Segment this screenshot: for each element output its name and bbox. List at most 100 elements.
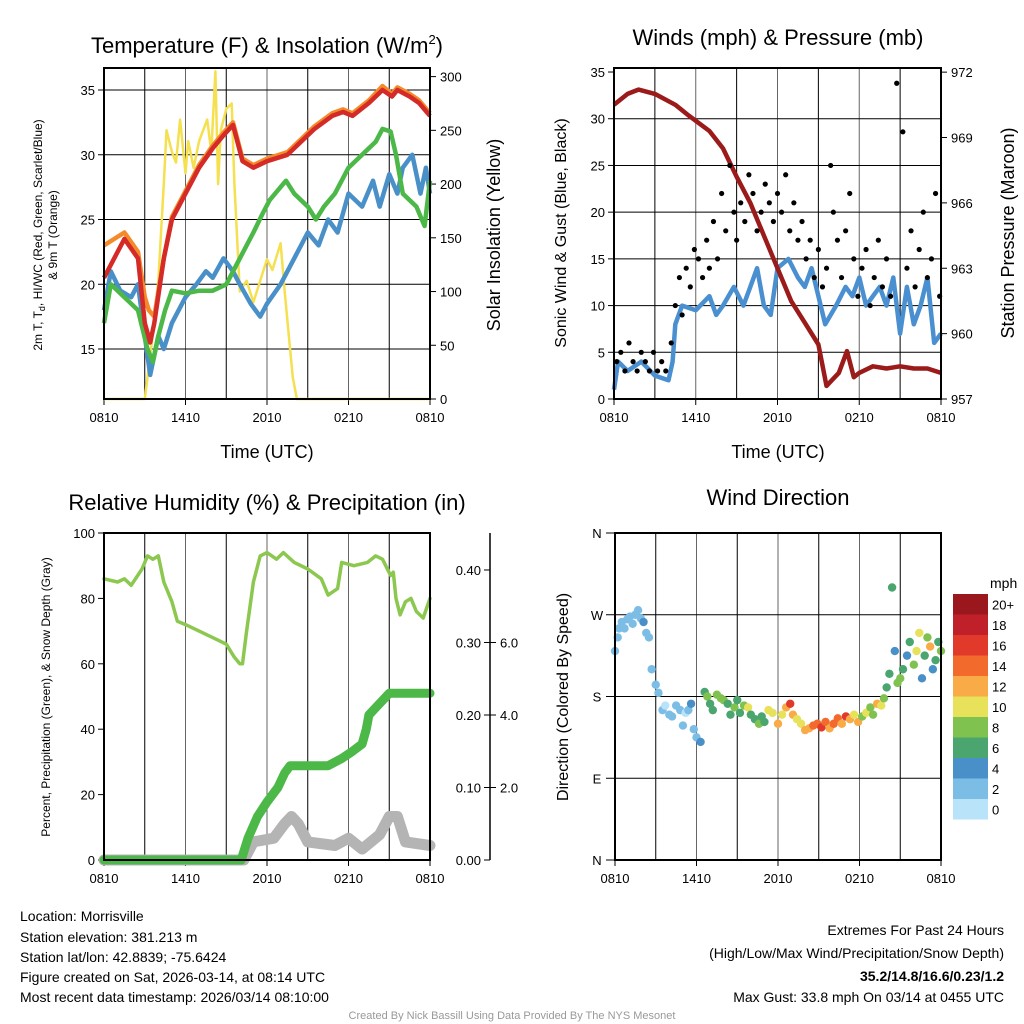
series-2m-t bbox=[102, 87, 432, 345]
gust-point bbox=[795, 237, 801, 243]
gust-point bbox=[668, 340, 674, 346]
right-y-tick-label: 960 bbox=[951, 327, 973, 342]
gust-point bbox=[750, 190, 756, 197]
colorbar-label: 14 bbox=[992, 659, 1006, 674]
right-y-tick-label: 150 bbox=[440, 231, 462, 246]
x-tick-label: 0810 bbox=[601, 871, 630, 886]
temperature-ylabel: 2m T, Td, HI/WC (Red, Green, Scarlet/Blu… bbox=[31, 119, 47, 350]
gust-point bbox=[638, 349, 644, 355]
direction-point bbox=[678, 721, 688, 730]
gust-point bbox=[904, 265, 910, 271]
direction-point bbox=[654, 688, 663, 698]
direction-point bbox=[703, 692, 712, 701]
direction-point bbox=[689, 725, 698, 734]
precip-tick-label: 0.20 bbox=[456, 708, 481, 723]
y-tick-label: 35 bbox=[81, 83, 95, 98]
gust-point bbox=[799, 218, 805, 225]
wind-direction-ylabel: Direction (Colored By Speed) bbox=[555, 593, 572, 801]
colorbar-swatch bbox=[953, 799, 988, 820]
gust-point bbox=[699, 274, 706, 281]
colorbar-swatch bbox=[953, 614, 988, 635]
y-tick-label: 100 bbox=[73, 526, 95, 541]
direction-point bbox=[837, 719, 847, 728]
direction-point bbox=[735, 708, 745, 718]
direction-point bbox=[821, 717, 830, 727]
direction-point bbox=[773, 719, 783, 728]
y-tick-label: 40 bbox=[81, 722, 95, 737]
colorbar-label: 0 bbox=[992, 802, 999, 817]
gust-point bbox=[634, 368, 640, 374]
gust-point bbox=[710, 218, 717, 225]
right-y-tick-label: 963 bbox=[951, 261, 973, 276]
series-dewpoint bbox=[101, 126, 433, 365]
gridlines bbox=[144, 533, 390, 860]
gust-point bbox=[630, 359, 636, 365]
x-tick-label: 2010 bbox=[253, 410, 282, 425]
x-tick-label: 0810 bbox=[90, 871, 119, 886]
colorbar-swatch bbox=[953, 758, 988, 779]
gust-point bbox=[883, 256, 890, 262]
gust-point bbox=[932, 190, 939, 197]
gust-dots bbox=[614, 80, 943, 374]
right-y-tick-label: 200 bbox=[440, 177, 462, 192]
y-tick-label: 20 bbox=[81, 277, 95, 292]
colorbar-swatch bbox=[953, 717, 988, 738]
direction-point bbox=[920, 651, 929, 660]
direction-point bbox=[849, 710, 859, 719]
gust-point bbox=[676, 274, 683, 281]
colorbar-label: 6 bbox=[992, 741, 999, 756]
direction-point bbox=[628, 619, 637, 629]
gust-point bbox=[614, 359, 620, 365]
gust-point bbox=[691, 246, 697, 253]
x-tick-label: 0210 bbox=[334, 410, 363, 425]
plot-frame bbox=[613, 67, 942, 400]
gust-point bbox=[887, 293, 894, 299]
snow-tick-label: 6.0 bbox=[500, 635, 518, 650]
direction-point bbox=[928, 665, 938, 674]
gust-point bbox=[626, 340, 632, 346]
right-y-tick-label: 300 bbox=[440, 70, 462, 85]
y-tick-label: 25 bbox=[81, 213, 95, 228]
direction-label: N bbox=[592, 853, 601, 868]
snow-tick-label: 2.0 bbox=[500, 780, 518, 795]
direction-point bbox=[887, 583, 897, 592]
extremes-values: 35.2/14.8/16.6/0.23/1.2 bbox=[860, 968, 1004, 984]
direction-point bbox=[915, 628, 924, 638]
direction-point bbox=[743, 703, 753, 712]
colorbar-label: 10 bbox=[992, 700, 1006, 715]
gust-point bbox=[622, 368, 628, 374]
gust-point bbox=[863, 246, 869, 253]
gust-point bbox=[828, 162, 834, 169]
precip-tick-label: 0.10 bbox=[456, 780, 481, 795]
gust-point bbox=[894, 80, 900, 86]
gust-point bbox=[687, 284, 693, 290]
snow-tick-label: 4.0 bbox=[500, 708, 518, 723]
gust-point bbox=[766, 200, 772, 206]
right-y-tick-label: 0 bbox=[440, 392, 447, 407]
direction-point bbox=[723, 699, 732, 708]
recent-data-text: Most recent data timestamp: 2026/03/14 0… bbox=[20, 989, 329, 1005]
y-tick-label: 30 bbox=[591, 112, 605, 127]
direction-point bbox=[909, 660, 919, 669]
direction-point bbox=[931, 655, 940, 665]
gust-point bbox=[714, 256, 721, 262]
x-tick-label: 2010 bbox=[253, 871, 282, 886]
gust-point bbox=[859, 265, 865, 271]
gust-point bbox=[734, 237, 740, 243]
x-tick-label: 0810 bbox=[927, 871, 956, 886]
gust-point bbox=[754, 228, 760, 234]
gust-point bbox=[642, 359, 648, 365]
winds-ylabel: Sonic Wind & Gust (Blue, Black) bbox=[553, 118, 570, 347]
wind-direction-title: Wind Direction bbox=[706, 485, 849, 510]
direction-point bbox=[885, 669, 894, 678]
gust-point bbox=[787, 228, 793, 234]
temperature-title: Temperature (F) & Insolation (W/m2) bbox=[91, 32, 443, 58]
gust-point bbox=[847, 190, 853, 197]
series-solar-insolation bbox=[104, 69, 430, 401]
direction-point bbox=[879, 694, 889, 703]
gust-point bbox=[731, 209, 737, 215]
gust-point bbox=[646, 368, 653, 374]
direction-point bbox=[912, 646, 921, 656]
gust-point bbox=[738, 200, 744, 206]
